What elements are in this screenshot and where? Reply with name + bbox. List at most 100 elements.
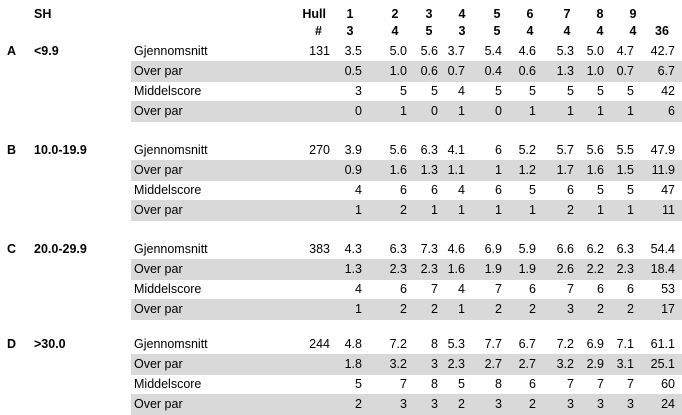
score-value: 7 bbox=[567, 377, 574, 391]
score-value: 2 bbox=[458, 397, 465, 411]
table-row: Middelscore 5 7 8 5 8 6 7 7 7 60 bbox=[0, 374, 682, 395]
score-value: 4.8 bbox=[344, 337, 362, 351]
table-row: D >30.0 244 Gjennomsnitt 4.8 7.2 8 5.3 7.7 6.7 7.2… bbox=[0, 334, 682, 355]
score-value: 5.3 bbox=[556, 44, 574, 58]
score-value: 4.1 bbox=[447, 143, 465, 157]
score-value: 0 bbox=[431, 104, 438, 118]
score-value: 3 bbox=[431, 397, 438, 411]
score-value: 17 bbox=[661, 302, 675, 316]
score-value: 4.3 bbox=[344, 242, 362, 256]
score-value: 8 bbox=[431, 377, 438, 391]
score-value: 6 bbox=[567, 183, 574, 197]
score-value: 2.3 bbox=[389, 262, 407, 276]
handicap-range: 20.0-29.9 bbox=[34, 242, 87, 256]
score-value: 6 bbox=[400, 282, 407, 296]
hole-number: 7 bbox=[563, 7, 571, 21]
row-label: Over par bbox=[134, 262, 183, 276]
row-shading bbox=[131, 200, 682, 221]
score-value: 6.9 bbox=[586, 337, 604, 351]
hole-par: 4 bbox=[596, 24, 604, 38]
score-value: 1.9 bbox=[518, 262, 536, 276]
score-value: 6 bbox=[495, 183, 502, 197]
score-value: 1 bbox=[355, 203, 362, 217]
score-value: 2 bbox=[627, 302, 634, 316]
table-row: Over par 0 1 0 1 0 1 1 1 1 6 bbox=[0, 101, 682, 122]
score-value: 3.2 bbox=[556, 357, 574, 371]
sh-header: SH bbox=[34, 7, 52, 21]
score-value: 2 bbox=[431, 302, 438, 316]
hole-par: 4 bbox=[563, 24, 571, 38]
row-shading bbox=[131, 394, 682, 415]
score-value: 3.1 bbox=[616, 357, 634, 371]
table-row: Over par 1 2 1 1 1 1 2 1 1 11 bbox=[0, 200, 682, 221]
score-value: 6.3 bbox=[420, 143, 438, 157]
table-row: Over par 0.5 1.0 0.6 0.7 0.4 0.6 1.3 1.0 0.7 6.7 bbox=[0, 61, 682, 82]
score-value: 5.7 bbox=[556, 143, 574, 157]
table-row: C 20.0-29.9 383 Gjennomsnitt 4.3 6.3 7.3 4.6 6.9… bbox=[0, 239, 682, 260]
score-value: 3 bbox=[400, 397, 407, 411]
score-value: 1 bbox=[458, 302, 465, 316]
score-value: 7 bbox=[495, 282, 502, 296]
score-value: 5 bbox=[431, 84, 438, 98]
group-letter: C bbox=[7, 242, 17, 256]
score-value: 1 bbox=[400, 104, 407, 118]
score-value: 2 bbox=[355, 397, 362, 411]
group-letter: B bbox=[7, 143, 17, 157]
score-value: 2 bbox=[567, 203, 574, 217]
handicap-range: <9.9 bbox=[34, 44, 59, 58]
table-row: B 10.0-19.9 270 Gjennomsnitt 3.9 5.6 6.3 4.1 6 5.… bbox=[0, 140, 682, 161]
hull-header: Hull bbox=[302, 7, 326, 21]
score-value: 11 bbox=[662, 203, 675, 217]
score-value: 42 bbox=[661, 84, 675, 98]
score-value: 5.5 bbox=[616, 143, 634, 157]
score-value: 1.5 bbox=[616, 163, 634, 177]
row-label: Gjennomsnitt bbox=[134, 44, 208, 58]
score-value: 6 bbox=[431, 183, 438, 197]
hole-par: 3 bbox=[346, 24, 354, 38]
score-value: 4 bbox=[458, 84, 465, 98]
score-value: 1 bbox=[458, 104, 465, 118]
score-value: 2.2 bbox=[586, 262, 604, 276]
total-par: 36 bbox=[655, 24, 669, 38]
score-value: 5 bbox=[400, 84, 407, 98]
row-label: Gjennomsnitt bbox=[134, 242, 208, 256]
score-value: 1.2 bbox=[518, 163, 536, 177]
score-value: 53 bbox=[661, 282, 675, 296]
score-value: 3.7 bbox=[447, 44, 465, 58]
score-value: 5 bbox=[355, 377, 362, 391]
score-value: 2 bbox=[529, 397, 536, 411]
handicap-range: >30.0 bbox=[34, 337, 66, 351]
score-value: 5.6 bbox=[389, 143, 407, 157]
score-value: 3 bbox=[355, 84, 362, 98]
score-value: 7 bbox=[431, 282, 438, 296]
hole-par: 5 bbox=[493, 24, 501, 38]
score-value: 7 bbox=[627, 377, 634, 391]
score-value: 1 bbox=[597, 203, 604, 217]
row-shading bbox=[131, 354, 682, 375]
round-count: 131 bbox=[309, 44, 330, 58]
table-row: Middelscore 3 5 5 4 5 5 5 5 5 42 bbox=[0, 81, 682, 102]
group-letter: A bbox=[7, 44, 17, 58]
row-shading bbox=[131, 160, 682, 181]
score-value: 6 bbox=[529, 282, 536, 296]
score-value: 0.7 bbox=[447, 64, 465, 78]
score-value: 0.6 bbox=[518, 64, 536, 78]
score-value: 3 bbox=[431, 357, 438, 371]
score-value: 4.6 bbox=[447, 242, 465, 256]
score-value: 0.6 bbox=[420, 64, 438, 78]
score-value: 3 bbox=[597, 397, 604, 411]
row-label: Over par bbox=[134, 64, 183, 78]
score-value: 7.1 bbox=[616, 337, 634, 351]
row-shading bbox=[131, 259, 682, 280]
table-row: Middelscore 4 6 7 4 7 6 7 6 6 53 bbox=[0, 279, 682, 300]
score-value: 2 bbox=[400, 302, 407, 316]
score-value: 2 bbox=[495, 302, 502, 316]
score-value: 2 bbox=[400, 203, 407, 217]
score-value: 1 bbox=[495, 163, 502, 177]
score-value: 1 bbox=[627, 203, 634, 217]
score-value: 1.3 bbox=[344, 262, 362, 276]
round-count: 383 bbox=[309, 242, 330, 256]
score-value: 6 bbox=[597, 282, 604, 296]
score-value: 1 bbox=[597, 104, 604, 118]
row-label: Over par bbox=[134, 203, 183, 217]
